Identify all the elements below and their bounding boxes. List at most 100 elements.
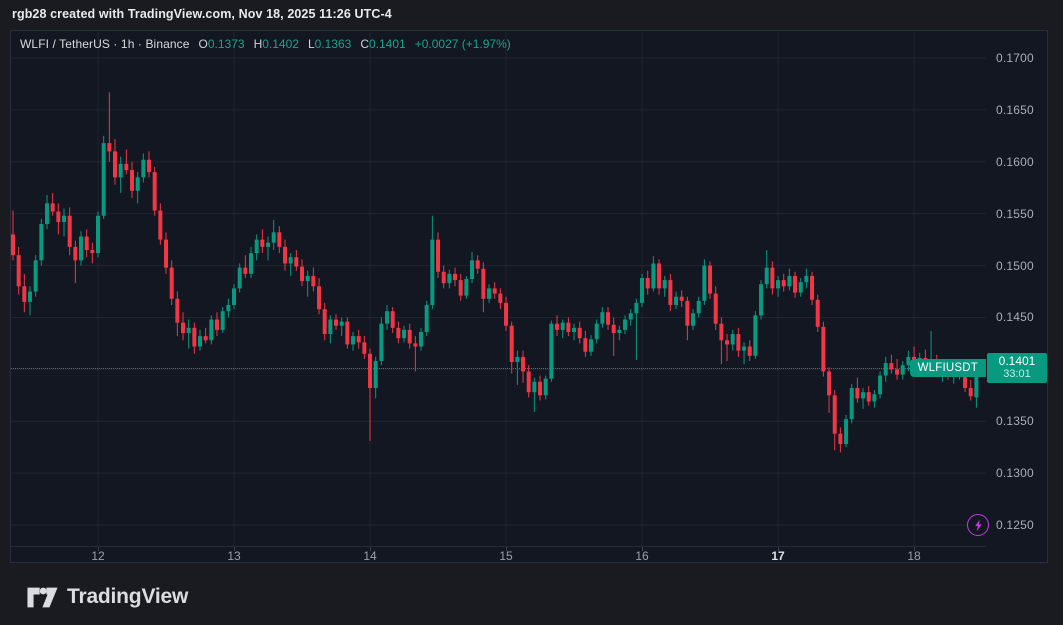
candle (827, 367, 832, 413)
tradingview-logo-icon (27, 587, 58, 607)
candle (736, 327, 741, 357)
candle (855, 377, 860, 403)
lightning-bolt-icon (974, 519, 982, 531)
candle (50, 192, 55, 216)
ohlc-high: H0.1402 (253, 37, 299, 51)
candle (407, 323, 412, 349)
candle (175, 291, 180, 337)
candle (186, 319, 191, 349)
candle (560, 319, 565, 339)
candle (277, 226, 282, 254)
candle (708, 261, 713, 299)
candle (674, 291, 679, 310)
time-axis-label: 13 (227, 549, 241, 563)
candle (368, 348, 373, 441)
candle (317, 278, 322, 315)
price-tick-label: 0.1300 (996, 466, 1034, 481)
candle (147, 151, 152, 178)
price-tick-label: 0.1500 (996, 258, 1034, 273)
candle (402, 325, 407, 343)
candle (810, 271, 815, 305)
candle (589, 335, 594, 356)
candle (419, 327, 424, 351)
candle (793, 271, 798, 298)
candle (260, 229, 265, 254)
symbol-price-badge[interactable]: WLFIUSDT (909, 359, 986, 378)
candle (538, 375, 543, 401)
candle (453, 267, 458, 287)
candle (294, 249, 299, 271)
candle (45, 194, 50, 230)
candle (832, 390, 837, 451)
candle (300, 259, 305, 287)
chart-plot-area[interactable]: WLFI / TetherUS · 1h · Binance O0.1373 H… (11, 31, 986, 546)
candle (628, 309, 633, 326)
price-tick-label: 0.1700 (996, 51, 1034, 65)
time-axis-label: 15 (499, 549, 513, 563)
candle (158, 203, 163, 245)
candle (181, 312, 186, 341)
candle (130, 161, 135, 199)
candle (787, 268, 792, 291)
candle (424, 300, 429, 337)
candle (198, 329, 203, 351)
candle (657, 259, 662, 295)
candle (271, 219, 276, 250)
time-tick-mark (98, 547, 99, 551)
candle (164, 232, 169, 274)
candlestick-chart[interactable] (11, 31, 986, 546)
candle (107, 92, 112, 162)
candle (611, 317, 616, 356)
candle (492, 282, 497, 299)
candle (322, 302, 327, 341)
ohlc-close: C0.1401 (360, 37, 406, 51)
footer: TradingView (27, 585, 188, 609)
candle (254, 234, 259, 261)
candle (872, 390, 877, 408)
time-axis-label: 18 (907, 549, 921, 563)
candle (679, 290, 684, 308)
flash-boost-button[interactable] (967, 514, 989, 536)
current-price-line (11, 368, 986, 370)
candle (815, 294, 820, 332)
candle (866, 385, 871, 406)
candle (209, 315, 214, 345)
candle (532, 377, 537, 412)
candle (668, 273, 673, 312)
candle (634, 298, 639, 360)
candle (861, 388, 866, 409)
candle (447, 269, 452, 289)
candle (662, 275, 667, 297)
candle (900, 361, 905, 380)
price-tick-label: 0.1250 (996, 518, 1034, 532)
candle (243, 255, 248, 279)
candle (458, 273, 463, 301)
candle (283, 239, 288, 271)
time-axis-label: 17 (771, 549, 785, 563)
candle (730, 329, 735, 351)
candle (266, 236, 271, 261)
candle (838, 427, 843, 453)
bar-countdown: 33:01 (1003, 368, 1031, 381)
candle (79, 231, 84, 266)
candle (759, 280, 764, 320)
current-price-label: 0.1401 33:01 (987, 353, 1047, 384)
candle (878, 371, 883, 399)
candle (968, 379, 973, 401)
candle (135, 172, 140, 204)
candle (311, 267, 316, 292)
candle (232, 284, 237, 310)
candle (623, 315, 628, 335)
tradingview-wordmark[interactable]: TradingView (67, 585, 189, 608)
candle (28, 286, 33, 316)
time-axis[interactable]: 12 13 14 15 16 17 18 (11, 546, 986, 563)
candle (543, 375, 548, 400)
symbol-title[interactable]: WLFI / TetherUS · 1h · Binance (20, 37, 190, 51)
time-axis-label: 12 (91, 549, 105, 563)
candle (62, 208, 67, 237)
candle (169, 260, 174, 305)
price-axis[interactable]: 0.1401 33:01 0.1700 0.1650 0.1600 0.1550 0.1… (986, 31, 1048, 546)
candle (413, 336, 418, 372)
candle (11, 210, 15, 261)
